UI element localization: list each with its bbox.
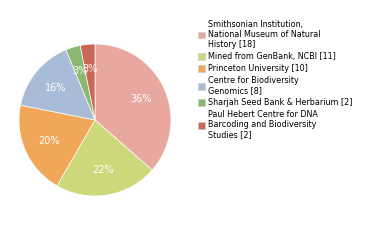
Wedge shape	[66, 45, 95, 120]
Text: 16%: 16%	[45, 83, 66, 93]
Text: 22%: 22%	[92, 165, 114, 175]
Text: 20%: 20%	[38, 136, 59, 146]
Text: 3%: 3%	[73, 66, 88, 76]
Wedge shape	[80, 44, 95, 120]
Wedge shape	[57, 120, 152, 196]
Wedge shape	[19, 105, 95, 186]
Wedge shape	[95, 44, 171, 170]
Text: 3%: 3%	[82, 64, 98, 74]
Text: 36%: 36%	[131, 94, 152, 104]
Legend: Smithsonian Institution,
National Museum of Natural
History [18], Mined from Gen: Smithsonian Institution, National Museum…	[198, 19, 353, 140]
Wedge shape	[21, 50, 95, 120]
